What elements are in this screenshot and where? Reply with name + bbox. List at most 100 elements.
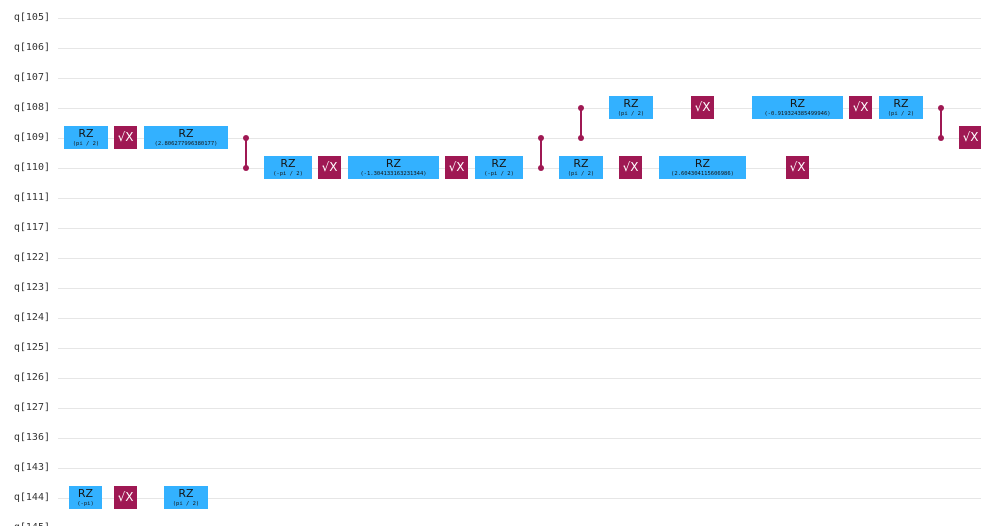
gate-label: RZ — [77, 487, 94, 500]
qubit-wire — [58, 438, 981, 439]
gate-label: √X — [117, 130, 134, 144]
sqrt-x-gate: √X — [114, 486, 137, 509]
qubit-label: q[107] — [13, 72, 50, 83]
gate-label: RZ — [280, 157, 296, 170]
qubit-label: q[127] — [13, 402, 50, 413]
rz-gate: RZ (-pi / 2) — [264, 156, 312, 179]
sqrt-x-gate: √X — [318, 156, 341, 179]
qubit-label: q[108] — [13, 102, 50, 113]
qubit-wire — [58, 18, 981, 19]
gate-parameter: (pi / 2) — [567, 171, 595, 177]
gate-label: √X — [448, 160, 465, 174]
gate-label: RZ — [893, 97, 909, 110]
sqrt-x-gate: √X — [691, 96, 714, 119]
gate-label: RZ — [623, 97, 639, 110]
qubit-wire — [58, 258, 981, 259]
rz-gate: RZ (-pi / 2) — [475, 156, 523, 179]
rz-gate: RZ (pi / 2) — [164, 486, 208, 509]
qubit-wire — [58, 378, 981, 379]
gate-label: √X — [622, 160, 639, 174]
qubit-wire — [58, 288, 981, 289]
gate-label: √X — [789, 160, 806, 174]
qubit-label: q[126] — [13, 372, 50, 383]
qubit-wire — [58, 498, 981, 499]
qubit-wire — [58, 108, 981, 109]
gate-label: √X — [321, 160, 338, 174]
qubit-wire — [58, 408, 981, 409]
qubit-label: q[122] — [13, 252, 50, 263]
cz-connector — [580, 108, 582, 138]
qubit-wire — [58, 228, 981, 229]
qubit-label: q[124] — [13, 312, 50, 323]
gate-label: RZ — [78, 127, 94, 140]
qubit-wire — [58, 198, 981, 199]
gate-parameter: (-1.304133163231344) — [360, 171, 427, 177]
qubit-label: q[145] — [0, 522, 50, 526]
rz-gate: RZ (-1.304133163231344) — [348, 156, 439, 179]
gate-label: RZ — [573, 157, 589, 170]
gate-parameter: (-pi / 2) — [273, 171, 303, 177]
sqrt-x-gate: √X — [114, 126, 137, 149]
qubit-label: q[105] — [13, 12, 50, 23]
gate-parameter: (pi / 2) — [172, 501, 200, 507]
gate-label: RZ — [694, 157, 711, 170]
qubit-label: q[144] — [13, 492, 50, 503]
cz-control-dot — [538, 135, 544, 141]
rz-gate: RZ (-pi) — [69, 486, 102, 509]
gate-parameter: (-pi / 2) — [484, 171, 514, 177]
cz-control-dot — [938, 105, 944, 111]
sqrt-x-gate: √X — [959, 126, 981, 149]
qubit-wire — [58, 48, 981, 49]
gate-parameter: (pi / 2) — [72, 141, 100, 147]
cz-connector — [540, 138, 542, 168]
gate-label: √X — [117, 490, 134, 504]
cz-control-dot — [578, 135, 584, 141]
qubit-label: q[117] — [13, 222, 50, 233]
rz-gate: RZ (-0.919324385499946) — [752, 96, 843, 119]
rz-gate: RZ (pi / 2) — [559, 156, 603, 179]
gate-label: RZ — [178, 127, 194, 140]
gate-label: RZ — [789, 97, 806, 110]
gate-label: RZ — [178, 487, 194, 500]
qubit-label: q[125] — [13, 342, 50, 353]
qubit-wire — [58, 318, 981, 319]
gate-parameter: (pi / 2) — [617, 111, 645, 117]
gate-label: RZ — [491, 157, 507, 170]
cz-control-dot — [243, 135, 249, 141]
qubit-label: q[143] — [13, 462, 50, 473]
qubit-wire — [58, 78, 981, 79]
qubit-label: q[111] — [13, 192, 50, 203]
rz-gate: RZ (pi / 2) — [64, 126, 108, 149]
qubit-wire — [58, 348, 981, 349]
cz-control-dot — [938, 135, 944, 141]
qubit-label: q[109] — [13, 132, 50, 143]
qubit-label: q[136] — [13, 432, 50, 443]
gate-parameter: (2.806277996380177) — [154, 141, 218, 147]
cz-connector — [245, 138, 247, 168]
gate-label: √X — [694, 100, 711, 114]
rz-gate: RZ (2.806277996380177) — [144, 126, 228, 149]
cz-connector — [940, 108, 942, 138]
sqrt-x-gate: √X — [786, 156, 809, 179]
gate-label: √X — [962, 130, 979, 144]
sqrt-x-gate: √X — [445, 156, 468, 179]
cz-control-dot — [243, 165, 249, 171]
gate-label: √X — [852, 100, 869, 114]
sqrt-x-gate: √X — [849, 96, 872, 119]
qubit-label: q[106] — [13, 42, 50, 53]
qubit-wire — [58, 138, 981, 139]
gate-parameter: (-pi) — [77, 501, 94, 507]
cz-control-dot — [538, 165, 544, 171]
cz-control-dot — [578, 105, 584, 111]
gate-parameter: (pi / 2) — [887, 111, 915, 117]
qubit-wire — [58, 468, 981, 469]
gate-label: RZ — [385, 157, 402, 170]
sqrt-x-gate: √X — [619, 156, 642, 179]
gate-parameter: (2.604304115606986) — [671, 171, 734, 177]
qubit-label: q[123] — [13, 282, 50, 293]
qubit-label: q[110] — [13, 162, 50, 173]
rz-gate: RZ (pi / 2) — [879, 96, 923, 119]
rz-gate: RZ (2.604304115606986) — [659, 156, 746, 179]
rz-gate: RZ (pi / 2) — [609, 96, 653, 119]
